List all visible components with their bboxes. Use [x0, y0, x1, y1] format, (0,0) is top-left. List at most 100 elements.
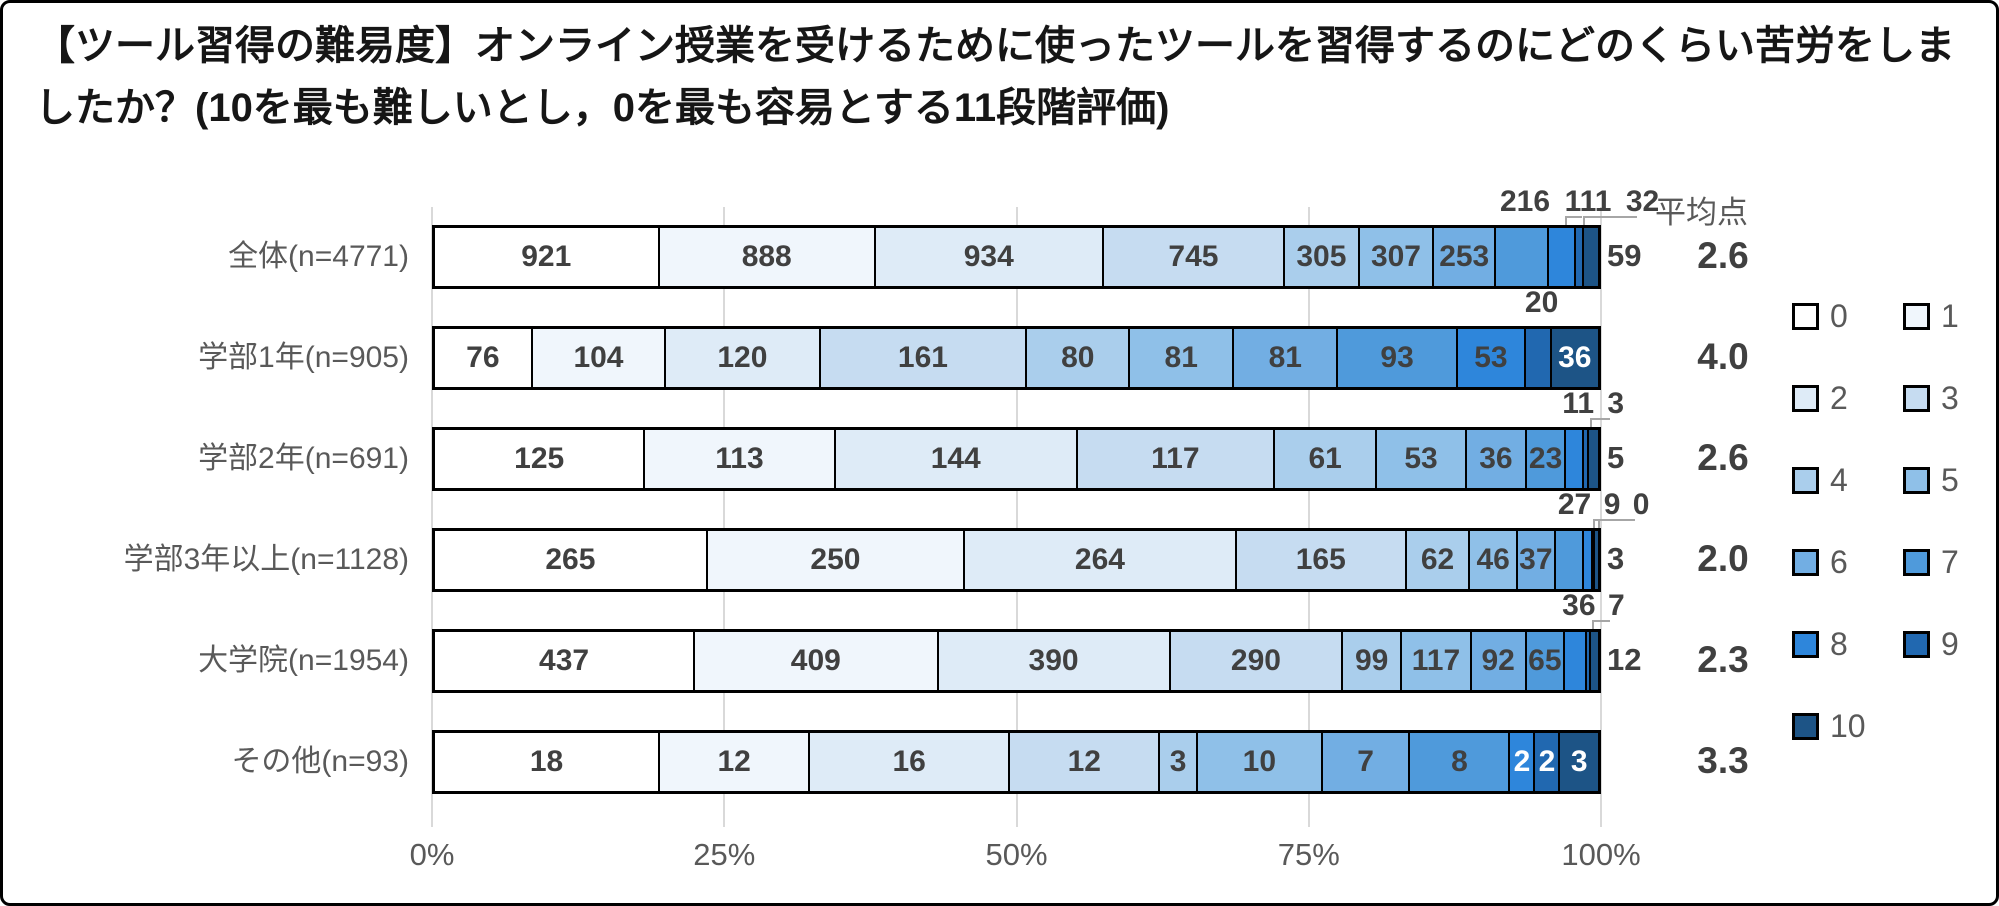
- average-value: 2.6: [1697, 235, 1749, 276]
- legend-label: 4: [1830, 462, 1848, 498]
- bar-segment-level-4: 3: [1160, 733, 1198, 791]
- segment-value-label: 250: [810, 543, 861, 576]
- legend-label: 1: [1941, 298, 1959, 334]
- bar-segment-level-4: 61: [1274, 430, 1378, 488]
- row-label: 学部3年以上(n=1128): [123, 543, 409, 576]
- bar-segment-level-8: [1565, 632, 1587, 690]
- segment-value-label: 36: [1479, 442, 1513, 475]
- bar-segment-level-3: 745: [1103, 228, 1286, 286]
- bar-segment-level-10: [1594, 531, 1598, 589]
- segment-value-label: 305: [1296, 240, 1347, 273]
- segment-value-label: 37: [1519, 543, 1553, 576]
- bar-segment-level-4: 305: [1285, 228, 1360, 286]
- bar-segment-level-9: [1586, 632, 1591, 690]
- bar-segment-level-0: 18: [435, 733, 661, 791]
- bar-segment-level-3: 161: [820, 329, 1028, 387]
- stacked-bar: 76 104 120 161 80 81 81 93 53 36: [432, 326, 1601, 390]
- segment-value-label: 80: [1061, 341, 1095, 374]
- segment-value-label: 390: [1028, 644, 1079, 677]
- legend-item-0: 0: [1792, 299, 1848, 333]
- bar-segment-level-1: 888: [659, 228, 876, 286]
- bar-segment-level-10: 3: [1560, 733, 1598, 791]
- legend-label: 7: [1941, 544, 1959, 580]
- legend-swatch-8: [1792, 630, 1819, 658]
- bar-segment-level-10: [1583, 228, 1598, 286]
- row-label: その他(n=93): [231, 745, 409, 778]
- bar-segment-level-4: 80: [1027, 329, 1131, 387]
- bar-segment-level-5: 307: [1359, 228, 1435, 286]
- bar-segment-level-2: 120: [666, 329, 821, 387]
- x-axis-tick-label: 25%: [693, 837, 756, 872]
- outside-right-value-label: 12: [1607, 642, 1642, 677]
- x-axis-tick-label: 50%: [985, 837, 1048, 872]
- segment-value-label: 23: [1528, 442, 1563, 475]
- segment-value-label: 161: [897, 341, 948, 374]
- segment-value-label: 409: [790, 644, 841, 677]
- callout-value-label: 216: [1500, 185, 1551, 218]
- average-column-header: 平均点: [1655, 195, 1748, 230]
- legend-swatch-3: [1903, 384, 1930, 412]
- bar-segment-level-9: [1592, 531, 1595, 589]
- callout-leader-line: [1597, 519, 1636, 528]
- segment-value-label: 117: [1151, 442, 1200, 475]
- bar-segment-level-9: 2: [1535, 733, 1561, 791]
- bar-segment-level-5: 117: [1402, 632, 1472, 690]
- row-label: 大学院(n=1954): [198, 644, 409, 677]
- stacked-bar: 265 250 264 165 62 46 37: [432, 528, 1601, 592]
- bar-segment-level-6: 81: [1234, 329, 1339, 387]
- segment-value-label: 307: [1370, 240, 1421, 273]
- bar-segment-level-8: [1583, 531, 1593, 589]
- bar-segment-level-5: 46: [1470, 531, 1518, 589]
- stacked-bar: 921 888 934 745 305 307 253: [432, 225, 1601, 289]
- legend-swatch-0: [1792, 302, 1819, 330]
- bar-segment-level-9: [1575, 228, 1584, 286]
- legend-item-9: 9: [1903, 627, 1959, 661]
- bar-segment-level-0: 921: [435, 228, 660, 286]
- bar-segment-level-0: 265: [435, 531, 708, 589]
- legend-swatch-5: [1903, 466, 1930, 494]
- legend-swatch-1: [1903, 302, 1930, 330]
- row-label: 学部1年(n=905): [198, 341, 409, 374]
- bar-segment-level-6: 37: [1517, 531, 1556, 589]
- row-label: 学部2年(n=691): [198, 442, 409, 475]
- bar-segment-level-0: 125: [435, 430, 646, 488]
- bar-segment-level-10: 36: [1551, 329, 1598, 387]
- bar-segment-level-2: 934: [875, 228, 1104, 286]
- average-value: 2.6: [1697, 437, 1749, 478]
- bar-segment-level-7: 65: [1526, 632, 1566, 690]
- callout-value-label: 9: [1603, 488, 1621, 521]
- average-value: 3.3: [1697, 740, 1749, 781]
- gridline: [431, 207, 433, 827]
- segment-value-label: 46: [1476, 543, 1510, 576]
- legend-item-5: 5: [1903, 463, 1959, 497]
- bar-segment-level-4: 62: [1406, 531, 1471, 589]
- bar-segment-level-4: 99: [1343, 632, 1403, 690]
- gridline: [723, 207, 726, 827]
- bar-segment-level-1: 12: [660, 733, 811, 791]
- bar-segment-level-1: 113: [645, 430, 836, 488]
- callout-leader-line: [1591, 620, 1611, 629]
- legend-label: 2: [1830, 380, 1848, 416]
- gridline: [1307, 207, 1310, 827]
- legend-item-3: 3: [1903, 381, 1959, 415]
- callout-value-label: 32: [1625, 185, 1660, 218]
- bar-segment-level-6: 253: [1434, 228, 1497, 286]
- legend-swatch-2: [1792, 384, 1819, 412]
- segment-value-label: 921: [521, 240, 572, 273]
- bar-segment-level-9: [1584, 430, 1590, 488]
- segment-value-label: 2: [1513, 745, 1531, 778]
- bar-segment-level-7: 8: [1410, 733, 1511, 791]
- bar-segment-level-8: [1565, 430, 1585, 488]
- legend-label: 9: [1941, 626, 1959, 662]
- outside-right-value-label: 5: [1607, 440, 1625, 475]
- segment-value-label: 264: [1074, 543, 1125, 576]
- legend-item-4: 4: [1792, 463, 1848, 497]
- bar-segment-level-5: 81: [1130, 329, 1235, 387]
- average-value: 2.0: [1697, 538, 1749, 579]
- segment-value-label: 144: [930, 442, 981, 475]
- segment-value-label: 125: [514, 442, 565, 475]
- legend-item-10: 10: [1792, 709, 1866, 743]
- bar-segment-level-0: 437: [435, 632, 696, 690]
- bar-segment-level-1: 409: [695, 632, 939, 690]
